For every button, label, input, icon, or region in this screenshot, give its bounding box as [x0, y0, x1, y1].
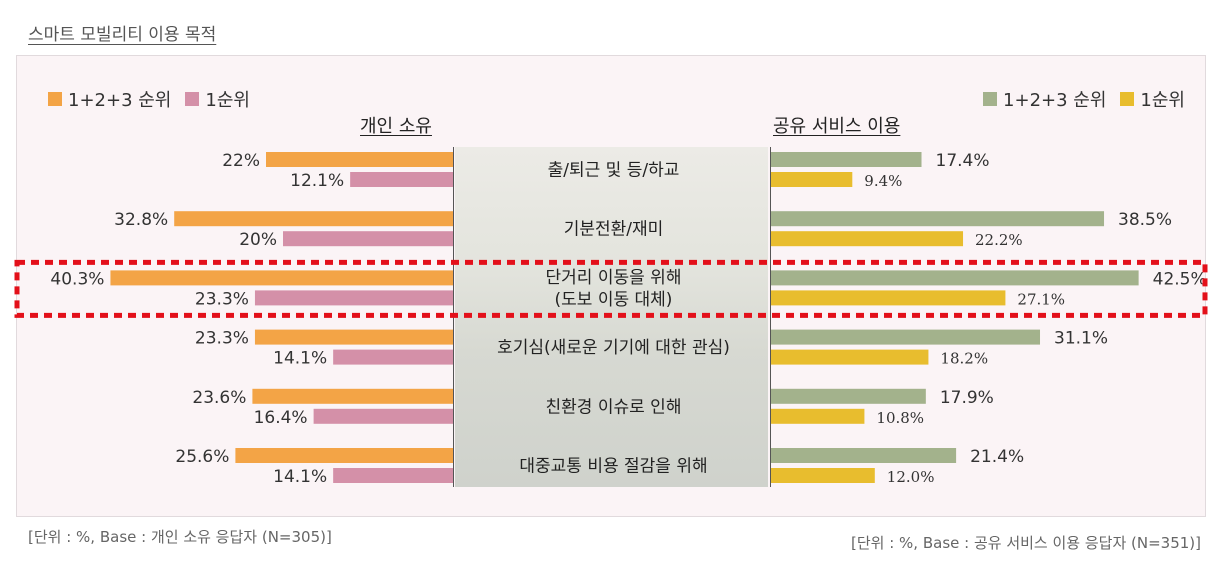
footer-left: [단위 : %, Base : 개인 소유 응답자 (N=305)]: [28, 528, 332, 546]
left-bar-2-0: [110, 270, 453, 286]
category-label-0-0: 출/퇴근 및 등/하교: [548, 161, 680, 181]
left-bar-5-1: [333, 468, 453, 483]
category-label-5-0: 대중교통 비용 절감을 위해: [519, 457, 707, 477]
legend-left: 1+2+3 순위 1순위: [48, 86, 250, 112]
left-bar-4-0: [252, 388, 453, 404]
right-bar-label-3-1: 18.2%: [940, 350, 988, 368]
right-axis-line: [770, 147, 771, 487]
legend-right: 1+2+3 순위 1순위: [983, 86, 1185, 112]
right-bar-label-2-1: 27.1%: [1017, 290, 1065, 308]
left-bar-label-4-1: 16.4%: [254, 408, 308, 428]
category-label-2-1: (도보 이동 대체): [555, 290, 673, 310]
left-bar-label-3-0: 23.3%: [195, 329, 249, 349]
left-bar-label-5-1: 14.1%: [273, 467, 327, 487]
left-bar-label-4-0: 23.6%: [192, 388, 246, 408]
right-bar-label-0-0: 17.4%: [936, 151, 990, 171]
right-bar-label-4-1: 10.8%: [876, 409, 924, 427]
left-bar-0-1: [350, 172, 453, 187]
right-bar-label-4-0: 17.9%: [940, 388, 994, 408]
right-legend-swatch-1: [1120, 92, 1135, 106]
left-bar-label-1-1: 20%: [239, 230, 277, 250]
left-bar-2-1: [254, 290, 453, 306]
right-bar-label-2-0: 42.5%: [1153, 269, 1207, 289]
category-label-1-0: 기분전환/재미: [564, 220, 664, 240]
left-bar-label-2-0: 40.3%: [50, 269, 104, 289]
right-legend-label-0: 1+2+3 순위: [1003, 90, 1107, 111]
highlight-box: [14, 259, 1208, 318]
right-bar-label-1-0: 38.5%: [1118, 210, 1172, 230]
right-bar-label-0-1: 9.4%: [864, 172, 902, 190]
left-bar-5-0: [235, 448, 453, 463]
left-legend-item-0: 1+2+3 순위: [48, 86, 171, 112]
left-bar-label-5-0: 25.6%: [175, 447, 229, 467]
left-bar-1-0: [174, 211, 453, 227]
right-group-title: 공유 서비스 이용: [773, 116, 901, 137]
left-group-title: 개인 소유: [360, 116, 432, 137]
left-bar-label-3-1: 14.1%: [273, 349, 327, 369]
left-bar-3-1: [333, 349, 453, 365]
left-legend-swatch-0: [48, 92, 62, 106]
right-bar-5-1: [771, 468, 875, 483]
right-legend-item-0: 1+2+3 순위: [983, 86, 1106, 112]
left-legend-swatch-1: [185, 92, 200, 106]
left-bar-0-0: [266, 152, 453, 167]
category-label-3-0: 호기심(새로운 기기에 대한 관심): [497, 338, 730, 358]
left-bar-label-0-0: 22%: [222, 151, 260, 171]
left-bar-label-0-1: 12.1%: [290, 171, 344, 191]
right-legend-swatch-0: [983, 92, 998, 106]
category-label-4-0: 친환경 이슈로 인해: [546, 397, 682, 417]
left-bar-label-1-0: 32.8%: [114, 210, 168, 230]
left-bar-3-0: [254, 329, 453, 345]
right-bar-5-0: [771, 448, 957, 463]
left-legend-label-0: 1+2+3 순위: [68, 90, 172, 111]
right-bar-1-0: [771, 211, 1105, 227]
left-bar-4-1: [313, 408, 453, 424]
right-legend-label-1: 1순위: [1140, 90, 1185, 111]
right-bar-1-1: [771, 231, 964, 247]
right-legend-item-1: 1순위: [1120, 86, 1185, 112]
right-bar-label-5-0: 21.4%: [970, 447, 1024, 467]
right-bar-2-1: [771, 290, 1006, 306]
left-legend-label-1: 1순위: [205, 90, 250, 111]
right-bar-0-0: [771, 152, 922, 167]
category-label-2-0: 단거리 이동을 위해: [546, 268, 682, 288]
left-bar-1-1: [283, 231, 453, 247]
right-bar-3-0: [771, 329, 1041, 345]
right-bar-2-0: [771, 270, 1139, 286]
right-bar-3-1: [771, 349, 929, 365]
right-bar-label-3-0: 31.1%: [1054, 329, 1108, 349]
left-bar-label-2-1: 23.3%: [195, 289, 249, 309]
right-bar-4-1: [771, 408, 865, 424]
right-bar-0-1: [771, 172, 853, 187]
right-bar-label-1-1: 22.2%: [975, 231, 1023, 249]
right-bar-4-0: [771, 388, 926, 404]
right-bar-label-5-1: 12.0%: [887, 468, 935, 486]
chart-title: 스마트 모빌리티 이용 목적: [28, 25, 217, 45]
left-legend-item-1: 1순위: [185, 86, 250, 112]
footer-right: [단위 : %, Base : 공유 서비스 이용 응답자 (N=351)]: [851, 534, 1201, 552]
